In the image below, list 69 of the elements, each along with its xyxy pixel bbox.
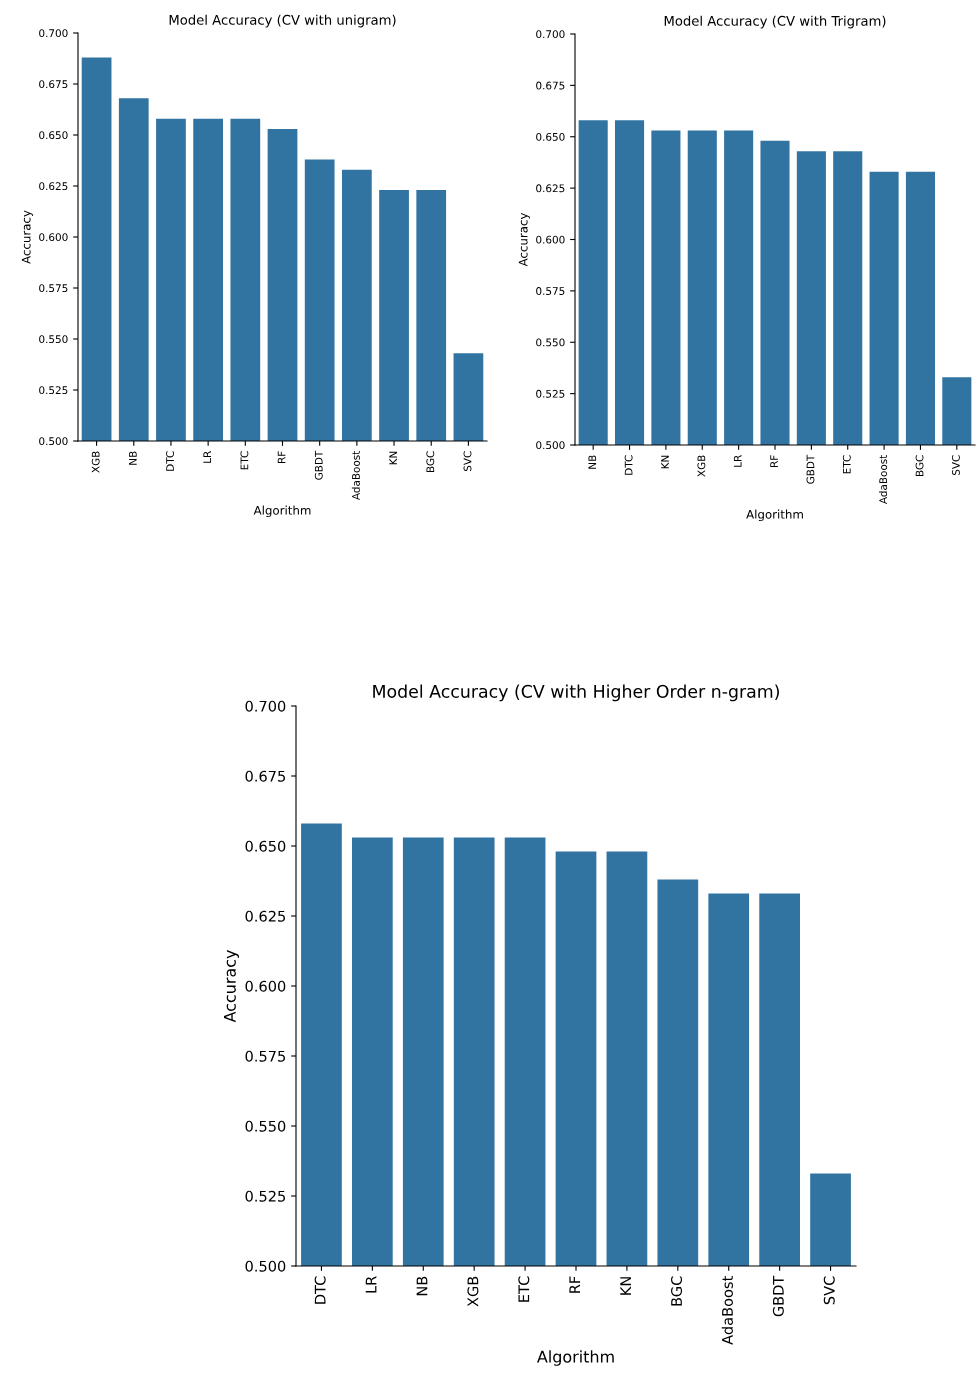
x-tick-label: XGB xyxy=(467,1276,479,1307)
y-tick-label: 0.600 xyxy=(245,980,286,992)
y-tick-label: 0.600 xyxy=(536,235,565,244)
x-tick-label: BGC xyxy=(915,455,924,477)
x-tick-label: ETC xyxy=(240,451,249,470)
x-axis-title: Algorithm xyxy=(537,1350,614,1366)
y-tick-label: 0.500 xyxy=(536,441,565,450)
y-tick-label: 0.625 xyxy=(536,184,565,193)
y-tick-label: 0.550 xyxy=(536,338,565,347)
x-axis-title: Algorithm xyxy=(746,509,803,522)
x-tick-label: SVC xyxy=(463,451,472,472)
y-tick-label: 0.700 xyxy=(245,700,286,712)
x-tick-label: GBDT xyxy=(314,450,323,480)
y-axis-title: Accuracy xyxy=(21,210,33,264)
y-tick-label: 0.500 xyxy=(245,1260,286,1272)
y-tick-label: 0.700 xyxy=(39,29,68,38)
x-tick-label: GBDT xyxy=(772,1275,784,1317)
y-tick-label: 0.700 xyxy=(536,30,565,39)
y-tick-label: 0.525 xyxy=(39,386,68,395)
chart-title: Model Accuracy (CV with Higher Order n-gram) xyxy=(373,684,779,702)
x-tick-label: LR xyxy=(365,1276,377,1293)
y-tick-label: 0.575 xyxy=(536,287,565,295)
chart-title: Model Accuracy (CV with unigram) xyxy=(169,14,396,28)
x-tick-label: RF xyxy=(277,451,286,463)
x-tick-label: ETC xyxy=(842,455,851,474)
x-tick-label: NB xyxy=(129,451,137,465)
x-tick-label: BGC xyxy=(671,1276,683,1306)
x-tick-label: LR xyxy=(733,455,742,467)
x-tick-label: NB xyxy=(588,455,597,469)
x-tick-label: AdaBoost xyxy=(721,1276,733,1345)
x-tick-label: ETC xyxy=(518,1276,530,1302)
y-tick-label: 0.550 xyxy=(39,335,68,344)
x-tick-label: AdaBoost xyxy=(879,454,888,504)
y-tick-label: 0.625 xyxy=(39,182,68,191)
x-tick-label: KN xyxy=(620,1277,631,1295)
y-tick-label: 0.625 xyxy=(245,910,285,922)
x-tick-label: SVC xyxy=(951,455,960,476)
y-tick-label: 0.650 xyxy=(245,840,286,852)
x-tick-label: LR xyxy=(203,451,212,463)
x-tick-label: BGC xyxy=(426,451,435,473)
y-tick-label: 0.650 xyxy=(39,131,68,140)
y-tick-label: 0.675 xyxy=(536,81,565,90)
y-tick-label: 0.575 xyxy=(39,284,68,293)
y-tick-label: 0.600 xyxy=(39,233,68,242)
x-tick-label: GBDT xyxy=(806,454,815,484)
y-tick-label: 0.675 xyxy=(39,80,68,89)
y-tick-label: 0.650 xyxy=(536,132,565,141)
x-tick-label: AdaBoost xyxy=(351,450,360,500)
x-tick-label: RF xyxy=(569,1276,581,1293)
x-tick-label: KN xyxy=(389,451,397,465)
chart-title: Model Accuracy (CV with Trigram) xyxy=(664,15,886,29)
x-axis-title: Algorithm xyxy=(253,505,311,518)
y-tick-label: 0.525 xyxy=(536,389,565,398)
x-tick-label: SVC xyxy=(823,1276,835,1305)
y-tick-label: 0.575 xyxy=(245,1050,285,1062)
x-tick-label: XGB xyxy=(91,451,100,473)
y-tick-label: 0.550 xyxy=(245,1120,286,1132)
x-tick-label: DTC xyxy=(314,1276,326,1304)
x-tick-label: XGB xyxy=(697,455,706,477)
y-tick-label: 0.675 xyxy=(245,770,285,782)
y-tick-label: 0.500 xyxy=(39,437,68,446)
x-tick-label: DTC xyxy=(624,455,633,475)
x-tick-label: NB xyxy=(416,1276,428,1296)
y-axis-title: Accuracy xyxy=(224,950,239,1023)
x-tick-label: KN xyxy=(661,455,669,469)
y-tick-label: 0.525 xyxy=(245,1190,285,1202)
x-tick-label: DTC xyxy=(166,451,174,471)
x-tick-label: RF xyxy=(770,455,778,467)
y-axis-title: Accuracy xyxy=(518,212,530,267)
